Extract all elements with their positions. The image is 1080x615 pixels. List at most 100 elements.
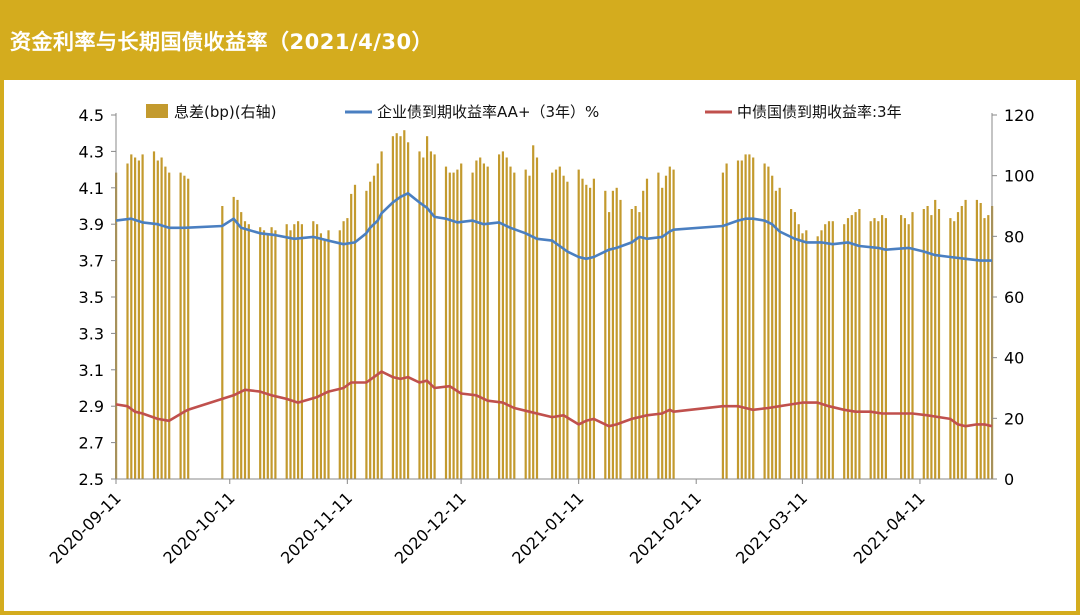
spread-bar (744, 154, 747, 479)
right-tick-label: 40 (1004, 349, 1024, 368)
x-tick-label: 2020-09-11 (46, 488, 125, 567)
spread-bar (524, 169, 527, 479)
spread-bar (805, 230, 808, 479)
yield-lines (115, 192, 993, 428)
spread-bar (752, 157, 755, 479)
spread-bars (115, 130, 994, 480)
left-tick-label: 4.3 (79, 142, 104, 161)
spread-bar (964, 199, 967, 479)
left-tick-label: 4.1 (79, 179, 104, 198)
spread-bar (983, 218, 986, 479)
left-tick-label: 4.5 (79, 106, 104, 125)
right-tick-label: 80 (1004, 227, 1024, 246)
right-tick-label: 120 (1004, 106, 1035, 125)
spread-bar (934, 199, 937, 479)
spread-bar (562, 175, 565, 479)
spread-bar (657, 172, 660, 479)
x-tick-label: 2021-01-11 (508, 488, 587, 567)
spread-bar (513, 172, 516, 479)
left-tick-label: 2.7 (79, 434, 104, 453)
spread-bar (152, 151, 156, 479)
spread-bar (289, 230, 292, 479)
right-tick-label: 20 (1004, 409, 1024, 428)
spread-bar (816, 236, 819, 479)
spread-bar (365, 190, 368, 480)
spread-bar (771, 175, 774, 479)
spread-bar (372, 175, 376, 479)
spread-bar (130, 154, 133, 479)
spread-bar (778, 187, 781, 480)
legend-swatch-bar (146, 104, 168, 118)
spread-bar (312, 221, 315, 479)
legend-label-government: 中债国债到期收益率:3年 (737, 103, 902, 121)
spread-bar (615, 187, 618, 480)
spread-bar (346, 218, 349, 479)
spread-bar (611, 190, 614, 480)
right-tick-label: 0 (1004, 470, 1014, 489)
spread-bar (168, 172, 171, 479)
left-tick-label: 3.9 (79, 215, 104, 234)
x-tick-label: 2020-10-11 (159, 488, 238, 567)
spread-bar (736, 160, 740, 479)
spread-bar (577, 169, 580, 479)
spread-bar (448, 172, 451, 479)
spread-bar (922, 209, 925, 479)
spread-bar (721, 172, 724, 479)
spread-bar (160, 157, 163, 479)
spread-bar (850, 215, 853, 479)
spread-bar (767, 166, 770, 479)
spread-bar (774, 190, 777, 480)
spread-bar (369, 181, 372, 479)
spread-bar (452, 172, 455, 479)
spread-bar (566, 181, 569, 479)
spread-bar (399, 136, 402, 479)
spread-bar (975, 199, 978, 479)
spread-bar (137, 160, 140, 479)
spread-bar (475, 160, 478, 479)
spread-bar (433, 154, 436, 479)
spread-bar (327, 230, 330, 479)
spread-bar (930, 215, 933, 479)
spread-bar (164, 166, 167, 479)
spread-bar (319, 233, 322, 479)
right-tick-label: 100 (1004, 167, 1035, 186)
spread-bar (498, 154, 501, 479)
spread-bar (900, 215, 903, 479)
spread-bar (748, 154, 751, 479)
spread-bar (763, 163, 766, 479)
spread-bar (672, 169, 675, 479)
legend-label-spread: 息差(bp)(右轴) (174, 103, 276, 121)
spread-bar (418, 151, 421, 479)
left-tick-label: 3.5 (79, 288, 104, 307)
spread-bar (479, 157, 482, 479)
spread-bar (831, 221, 834, 479)
spread-bar (638, 212, 641, 479)
spread-bar (460, 163, 463, 479)
spread-bar (444, 166, 448, 479)
spread-bar (592, 178, 595, 479)
spread-bar (668, 166, 671, 479)
spread-bar (585, 184, 588, 480)
spread-bar (316, 224, 319, 479)
spread-bar (429, 151, 432, 479)
spread-bar (827, 221, 831, 479)
x-tick-label: 2021-04-11 (850, 488, 929, 567)
spread-bar (790, 209, 793, 479)
spread-bar (300, 224, 303, 479)
spread-bar (221, 206, 224, 479)
spread-bar (937, 209, 941, 479)
spread-bar (403, 130, 406, 479)
spread-bar (395, 133, 398, 479)
spread-bar (877, 221, 880, 479)
spread-bar (664, 175, 668, 479)
spread-bar (183, 175, 186, 479)
page-title: 资金利率与长期国债收益率（2021/4/30） (10, 30, 434, 54)
spread-bar (873, 218, 876, 479)
spread-bar (380, 151, 383, 479)
spread-bar (426, 136, 429, 479)
x-tick-label: 2021-03-11 (732, 488, 811, 567)
government-bond-yield-line (115, 370, 993, 428)
spread-bar (979, 203, 982, 479)
spread-bar (820, 230, 823, 479)
